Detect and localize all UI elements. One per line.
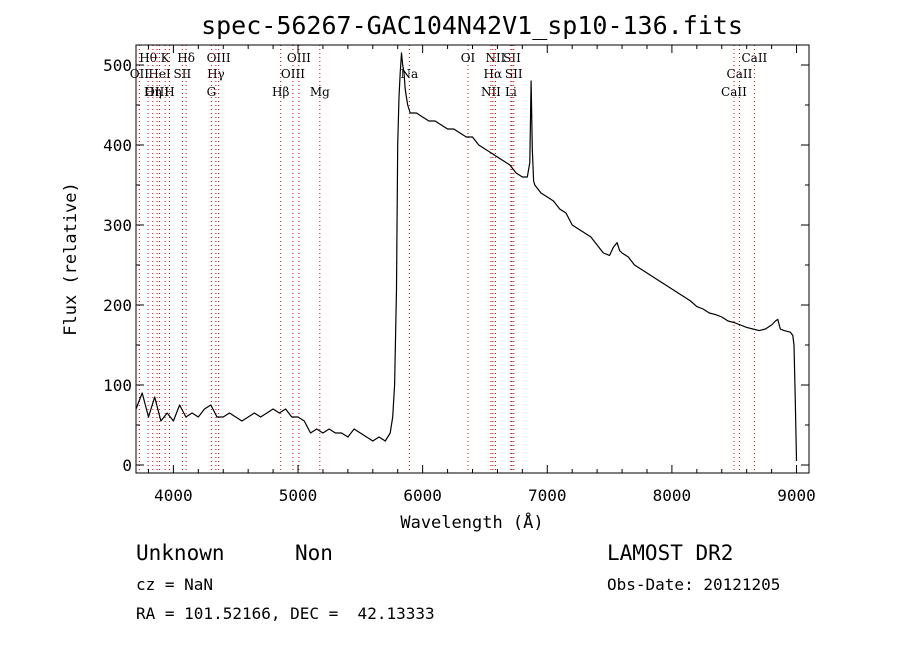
y-tick-label: 0 [122, 456, 132, 475]
marker-label: SII [174, 67, 192, 81]
x-tick-label: 9000 [777, 486, 816, 505]
x-axis-label: Wavelength (Å) [400, 511, 543, 533]
y-tick-label: 100 [103, 376, 132, 395]
y-tick-label: 400 [103, 136, 132, 155]
marker-label: OIII [281, 67, 305, 81]
observation-date: Obs-Date: 20121205 [607, 575, 781, 594]
marker-label: Hβ [272, 85, 289, 99]
marker-label: Hδ [177, 51, 195, 65]
marker-label: Hθ [139, 51, 157, 65]
spectrum-line [135, 52, 798, 462]
coordinates: RA = 101.52166, DEC = 42.13333 [136, 604, 435, 623]
y-tick-label: 200 [103, 296, 132, 315]
y-tick-label: 500 [103, 56, 132, 75]
marker-label: OII [130, 67, 150, 81]
marker-label: SII [505, 67, 523, 81]
x-tick-label: 5000 [279, 486, 318, 505]
marker-label: HeI [148, 67, 171, 81]
object-class: Unknown [136, 541, 225, 565]
marker-label: OIII [207, 51, 231, 65]
marker-label: G [207, 85, 217, 99]
marker-label: Hα [484, 67, 503, 81]
y-axis-label: Flux (relative) [61, 182, 81, 336]
marker-label: SII [503, 51, 521, 65]
marker-label: Mg [310, 85, 330, 99]
marker-label: OIII [287, 51, 311, 65]
marker-label: Li [505, 85, 517, 99]
marker-label: Hγ [207, 67, 225, 81]
y-tick-label: 300 [103, 216, 132, 235]
marker-label: Hη [144, 85, 162, 99]
marker-label: H [164, 85, 174, 99]
marker-label: CaII [741, 51, 767, 65]
x-tick-label: 8000 [653, 486, 692, 505]
x-tick-label: 6000 [403, 486, 442, 505]
y-axis-ticks: 0 100 200 300 400 500 [103, 56, 809, 475]
chart-title: spec-56267-GAC104N42V1_sp10-136.fits [201, 11, 743, 40]
marker-label: K [161, 51, 171, 65]
marker-label: NII [481, 85, 501, 99]
marker-label: CaII [727, 67, 753, 81]
marker-label: CaII [721, 85, 747, 99]
x-tick-label: 4000 [154, 486, 193, 505]
spectrum-series [135, 52, 798, 462]
plot-frame [135, 44, 810, 474]
x-tick-label: 7000 [528, 486, 567, 505]
marker-label: OIII [145, 85, 169, 99]
survey-name: LAMOST DR2 [607, 541, 734, 565]
marker-label: OI [461, 51, 476, 65]
object-subclass: Non [295, 541, 333, 565]
x-axis-ticks: 4000 5000 6000 7000 8000 9000 [147, 45, 816, 505]
redshift-info: cz = NaN [136, 575, 214, 594]
